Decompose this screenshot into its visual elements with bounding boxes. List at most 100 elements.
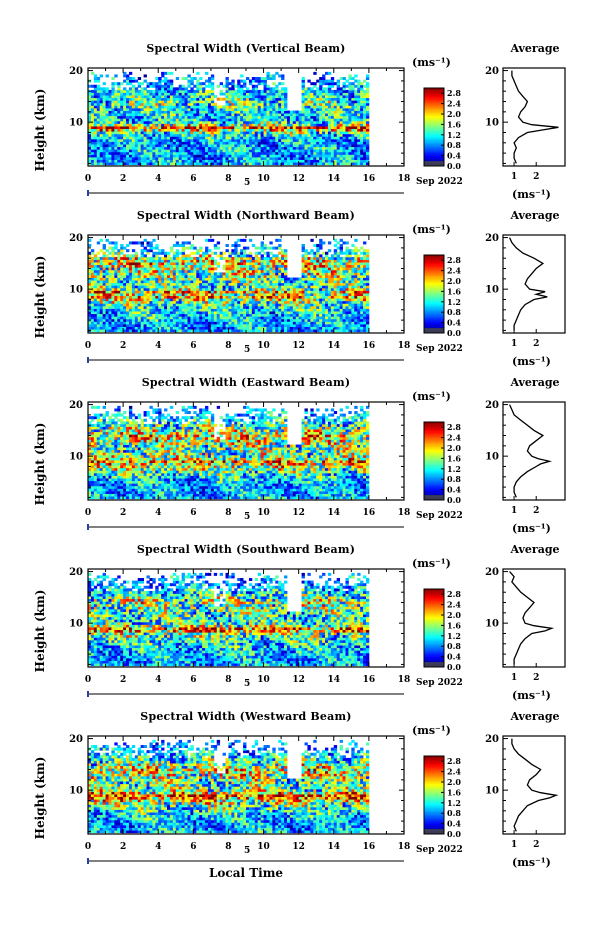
heatmap-cell — [93, 305, 98, 309]
heatmap-cell — [301, 120, 305, 124]
heatmap-cell — [295, 131, 300, 135]
heatmap-cell — [310, 300, 314, 304]
heatmap-cell — [243, 305, 247, 309]
heatmap-cell — [351, 95, 355, 99]
heatmap-cell — [216, 138, 221, 142]
heatmap-cell — [284, 115, 288, 119]
heatmap-cell — [108, 128, 112, 132]
heatmap-cell — [146, 133, 150, 137]
heatmap-cell — [137, 110, 142, 114]
heatmap-cell — [260, 156, 264, 160]
heatmap-cell — [322, 146, 326, 150]
heatmap-cell — [260, 151, 264, 155]
heatmap-cell — [243, 146, 247, 150]
heatmap-cell — [120, 321, 124, 325]
heatmap-cell — [316, 305, 320, 309]
heatmap-cell — [292, 329, 297, 333]
heatmap-cell — [99, 149, 104, 153]
heatmap-cell — [205, 92, 209, 96]
heatmap-cell — [231, 107, 235, 111]
heatmap-cell — [301, 95, 305, 99]
heatmap-cell — [114, 313, 118, 317]
heatmap-cell — [175, 120, 180, 124]
heatmap-cell — [187, 120, 191, 124]
heatmap-cell — [272, 82, 276, 86]
heatmap-cell — [213, 131, 218, 135]
heatmap-cell — [316, 287, 320, 291]
heatmap-cell — [363, 128, 367, 132]
heatmap-cell — [202, 102, 206, 106]
heatmap-cell — [234, 110, 238, 114]
heatmap-cell — [131, 126, 136, 130]
heatmap-cell — [140, 133, 144, 137]
heatmap-cell — [257, 151, 262, 155]
heatmap-cell — [313, 95, 317, 99]
heatmap-cell — [281, 329, 285, 333]
heatmap-cell — [254, 105, 259, 109]
heatmap-cell — [90, 329, 95, 333]
heatmap-cell — [248, 102, 253, 106]
heatmap-cell — [342, 290, 346, 294]
heatmap-cell — [111, 293, 115, 297]
heatmap-cell — [336, 311, 341, 315]
heatmap-cell — [207, 105, 212, 109]
heatmap-cell — [123, 113, 127, 117]
heatmap-cell — [219, 329, 223, 333]
heatmap-cell — [269, 321, 273, 325]
heatmap-cell — [134, 295, 139, 299]
heatmap-cell — [158, 141, 162, 145]
heatmap-cell — [304, 120, 308, 124]
heatmap-cell — [149, 316, 153, 320]
heatmap-cell — [316, 144, 320, 148]
heatmap-cell — [131, 113, 136, 117]
heatmap-cell — [360, 120, 364, 124]
heatmap-cell — [278, 136, 282, 140]
heatmap-cell — [254, 300, 259, 304]
heatmap-cell — [269, 95, 273, 99]
heatmap-cell — [169, 298, 174, 302]
heatmap-cell — [123, 154, 127, 158]
heatmap-cell — [225, 285, 229, 289]
heatmap-cell — [187, 113, 191, 117]
heatmap-cell — [307, 329, 311, 333]
heatmap-cell — [243, 102, 247, 106]
heatmap-cell — [336, 102, 341, 106]
heatmap-cell — [298, 149, 302, 153]
heatmap-cell — [263, 295, 267, 299]
heatmap-cell — [330, 118, 335, 122]
heatmap-cell — [348, 308, 352, 312]
heatmap-cell — [178, 151, 183, 155]
heatmap-cell — [202, 316, 206, 320]
heatmap-cell — [237, 149, 241, 153]
heatmap-cell — [134, 151, 139, 155]
heatmap-cell — [196, 92, 200, 96]
heatmap-cell — [216, 141, 221, 145]
heatmap-cell — [114, 303, 118, 307]
heatmap-cell — [333, 290, 338, 294]
heatmap-cell — [161, 107, 165, 111]
heatmap-cell — [322, 131, 326, 135]
heatmap-cell — [155, 313, 159, 317]
heatmap-cell — [275, 120, 279, 124]
heatmap-cell — [257, 311, 262, 315]
heatmap-cell — [88, 105, 92, 109]
heatmap-cell — [336, 290, 341, 294]
heatmap-cell — [196, 162, 200, 166]
heatmap-cell — [99, 100, 104, 104]
heatmap-cell — [184, 118, 188, 122]
heatmap-cell — [207, 295, 212, 299]
heatmap-cell — [178, 313, 183, 317]
heatmap-cell — [114, 323, 118, 327]
heatmap-cell — [105, 128, 109, 132]
heatmap-cell — [360, 303, 364, 307]
heatmap-cell — [289, 321, 294, 325]
heatmap-cell — [155, 89, 159, 93]
heatmap-cell — [96, 141, 101, 145]
heatmap-cell — [336, 146, 341, 150]
heatmap-cell — [348, 298, 352, 302]
heatmap-cell — [120, 162, 124, 166]
heatmap-cell — [286, 326, 291, 330]
heatmap-cell — [363, 100, 367, 104]
heatmap-cell — [117, 321, 121, 325]
heatmap-cell — [269, 100, 273, 104]
